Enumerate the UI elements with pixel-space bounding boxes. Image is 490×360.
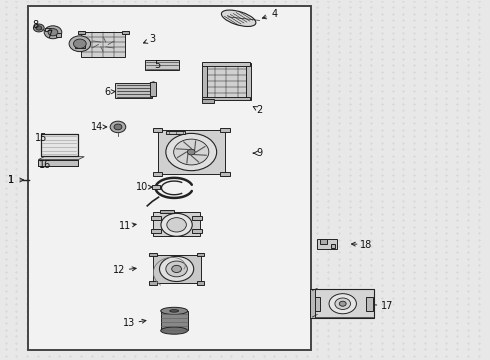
Text: 7: 7 [47, 30, 53, 40]
Bar [78, 31, 85, 33]
Circle shape [166, 134, 217, 171]
Circle shape [167, 218, 186, 232]
Bar [196, 282, 204, 285]
Text: 1: 1 [8, 175, 15, 185]
Bar [204, 63, 249, 99]
Bar [81, 32, 125, 57]
Ellipse shape [221, 10, 256, 27]
Bar [41, 134, 77, 156]
Text: 4: 4 [271, 9, 277, 19]
Circle shape [161, 213, 192, 236]
Text: 8: 8 [33, 20, 39, 30]
Bar [331, 244, 335, 248]
Bar [160, 210, 173, 213]
Text: 13: 13 [123, 319, 135, 328]
Text: 15: 15 [35, 133, 47, 143]
Bar [153, 255, 200, 283]
Circle shape [339, 301, 346, 306]
Bar [192, 229, 202, 233]
Text: 6: 6 [104, 87, 110, 97]
Circle shape [159, 256, 194, 282]
Bar [149, 282, 157, 285]
Text: 10: 10 [136, 182, 148, 192]
Circle shape [166, 261, 187, 277]
Bar [161, 311, 188, 330]
Text: 1: 1 [8, 175, 15, 185]
Bar [202, 99, 215, 103]
Ellipse shape [161, 307, 188, 315]
Bar [153, 212, 200, 236]
Text: 11: 11 [119, 221, 131, 231]
Bar [158, 130, 225, 174]
Bar [196, 253, 204, 256]
Ellipse shape [161, 327, 188, 334]
Bar [310, 289, 315, 319]
Bar [115, 83, 152, 98]
Bar [75, 44, 85, 48]
Bar [319, 239, 327, 244]
Bar [38, 159, 78, 166]
Bar [122, 31, 129, 33]
Ellipse shape [170, 310, 178, 312]
Bar [150, 82, 156, 96]
Text: 3: 3 [149, 35, 155, 44]
Bar [202, 63, 207, 100]
Bar [192, 216, 202, 220]
Circle shape [48, 29, 58, 36]
Text: 2: 2 [257, 105, 263, 115]
Bar [202, 97, 250, 100]
Circle shape [187, 149, 195, 155]
Circle shape [329, 294, 356, 314]
Bar [311, 289, 374, 319]
Text: 18: 18 [360, 239, 372, 249]
Bar [152, 185, 160, 189]
Bar [146, 60, 178, 70]
Bar [151, 229, 161, 233]
Bar [202, 62, 250, 66]
Circle shape [173, 139, 209, 165]
Text: 9: 9 [257, 148, 263, 158]
Bar [317, 239, 337, 249]
Bar [166, 131, 185, 134]
Circle shape [69, 36, 91, 51]
Bar [27, 6, 311, 350]
Circle shape [335, 298, 350, 310]
Text: 14: 14 [91, 122, 103, 132]
Circle shape [36, 26, 42, 30]
Bar [45, 28, 50, 31]
Circle shape [33, 24, 44, 32]
Circle shape [110, 121, 126, 133]
Circle shape [44, 26, 62, 39]
Bar [56, 33, 61, 37]
Bar [41, 134, 77, 156]
Polygon shape [38, 157, 84, 159]
Circle shape [74, 39, 86, 48]
Text: 12: 12 [113, 265, 125, 275]
Bar [149, 253, 157, 256]
Text: 17: 17 [381, 301, 393, 311]
Bar [151, 216, 161, 220]
Bar [153, 128, 162, 132]
Bar [220, 128, 230, 132]
Circle shape [172, 265, 181, 273]
Text: 16: 16 [39, 160, 51, 170]
Bar [312, 297, 319, 311]
Bar [246, 63, 251, 100]
Bar [220, 172, 230, 176]
Bar [366, 297, 373, 311]
Bar [153, 172, 162, 176]
Circle shape [114, 124, 122, 130]
Bar [38, 159, 78, 166]
Text: 5: 5 [154, 60, 160, 70]
